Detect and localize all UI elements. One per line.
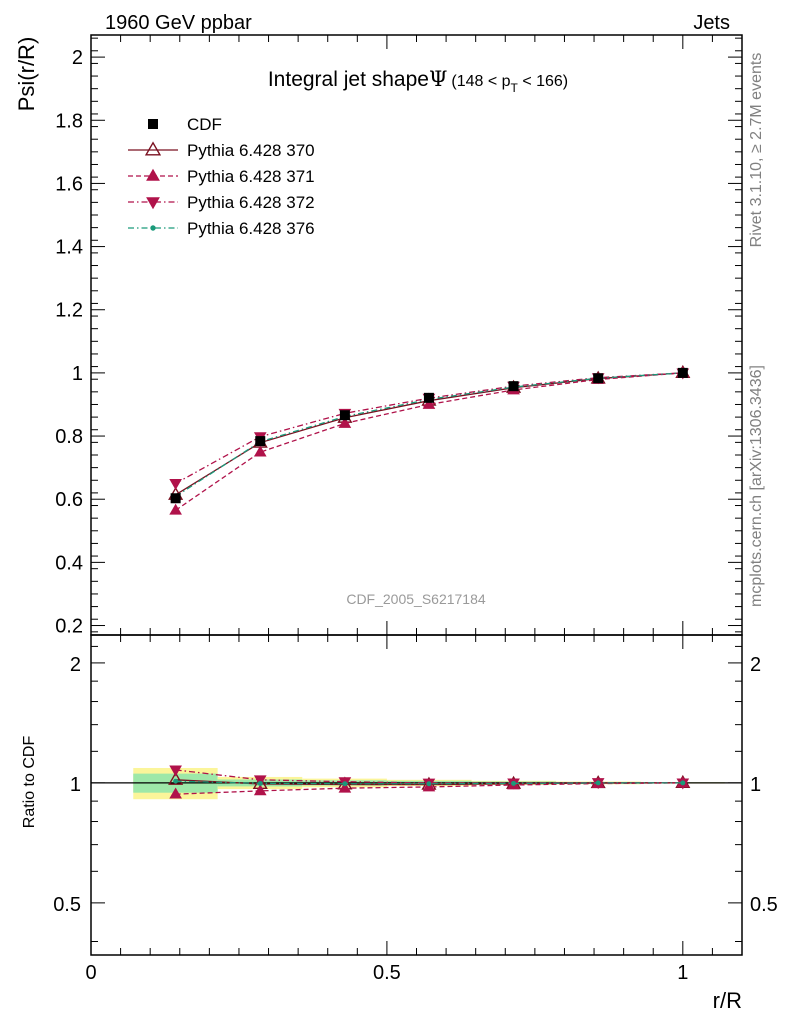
series-line xyxy=(175,372,683,496)
ratio-ytick-label-right: 1 xyxy=(750,774,761,796)
main-panel: 0.2 0.4 0.6 0.8 1 1.2 1.4 1.6 1.8 2 xyxy=(55,34,743,638)
series-pythia-6-428-376 xyxy=(173,370,686,499)
ratio-data-point xyxy=(169,787,182,799)
ratio-data-point xyxy=(257,780,263,786)
legend-entry: Pythia 6.428 372 xyxy=(128,193,315,212)
ratio-data-point xyxy=(173,778,179,784)
legend-entry: Pythia 6.428 371 xyxy=(128,167,315,186)
ratio-series-group xyxy=(168,765,691,799)
ratio-ytick-label: 0.5 xyxy=(53,894,81,916)
main-ytick-label: 1.6 xyxy=(55,173,83,195)
title-range-sub: T xyxy=(511,81,519,95)
legend: CDF Pythia 6.428 370 Pythia 6.428 371 Pythi… xyxy=(128,115,315,238)
data-point xyxy=(253,445,267,457)
data-point xyxy=(677,367,688,378)
legend-label: Pythia 6.428 376 xyxy=(187,219,315,238)
data-point xyxy=(338,416,352,428)
main-ytick-label: 2 xyxy=(72,47,83,69)
ratio-ylabel: Ratio to CDF xyxy=(21,736,38,829)
legend-entry: Pythia 6.428 376 xyxy=(128,219,315,238)
data-point xyxy=(255,436,266,447)
title-range-pre: (148 < p xyxy=(451,73,510,90)
ratio-data-point xyxy=(680,780,686,786)
ratio-data-point xyxy=(169,765,182,777)
ratio-ytick-label-right: 2 xyxy=(750,654,761,676)
mcplots-credit-label: mcplots.cern.ch [arXiv:1306.3436] xyxy=(748,365,765,607)
main-ytick-label: 0.4 xyxy=(55,552,83,574)
ratio-data-point xyxy=(426,781,432,787)
legend-label: Pythia 6.428 371 xyxy=(187,167,315,186)
legend-marker xyxy=(146,197,160,210)
legend-marker xyxy=(150,225,156,231)
ratio-ytick-label-right: 0.5 xyxy=(750,894,778,916)
legend-label: Pythia 6.428 370 xyxy=(187,141,315,160)
ratio-data-point xyxy=(253,775,267,787)
series-line xyxy=(175,372,683,484)
main-ytick-label: 1.4 xyxy=(55,237,83,259)
ratio-data-point xyxy=(168,771,184,785)
data-point xyxy=(423,392,434,403)
header-process-label: Jets xyxy=(693,12,730,34)
legend-entry: Pythia 6.428 370 xyxy=(128,141,315,160)
main-ytick-label: 0.6 xyxy=(55,489,83,511)
main-ytick-label: 1.8 xyxy=(55,110,83,132)
xtick-label: 1 xyxy=(677,962,688,984)
main-series-group xyxy=(168,364,691,515)
xtick-label: 0.5 xyxy=(373,962,401,984)
data-point xyxy=(170,493,181,504)
title-text: Integral jet shape xyxy=(268,68,429,91)
ratio-axis-ticks: 0.5 0.5 1 1 2 2 0 0.5 1 xyxy=(53,635,778,984)
legend-label: Pythia 6.428 372 xyxy=(187,193,315,212)
legend-entry: CDF xyxy=(148,115,222,134)
xtick-label: 0 xyxy=(85,962,96,984)
ratio-series-pythia-6-428-376 xyxy=(173,778,686,787)
data-point xyxy=(169,479,182,491)
legend-marker xyxy=(148,119,158,129)
main-axis-ticks: 0.2 0.4 0.6 0.8 1 1.2 1.4 1.6 1.8 2 xyxy=(55,35,743,638)
title-range-post: < 166) xyxy=(518,73,568,90)
ratio-ytick-label: 1 xyxy=(70,774,81,796)
data-point xyxy=(508,381,519,392)
series-cdf xyxy=(170,367,688,504)
analysis-watermark: CDF_2005_S6217184 xyxy=(346,591,486,607)
title-psi-symbol: Ψ xyxy=(429,67,447,91)
data-point xyxy=(169,503,182,515)
main-ytick-label: 1 xyxy=(72,363,83,385)
series-pythia-6-428-370 xyxy=(168,364,691,500)
series-line xyxy=(175,372,683,497)
main-title: Integral jet shapeΨ (148 < pT < 166) xyxy=(268,67,568,95)
ratio-data-point xyxy=(253,784,267,796)
series-pythia-6-428-371 xyxy=(169,366,690,515)
ratio-data-point xyxy=(342,781,348,787)
ratio-data-point xyxy=(595,780,601,786)
data-point xyxy=(593,373,604,384)
legend-marker xyxy=(146,168,160,181)
main-ylabel: Psi(r/R) xyxy=(14,37,39,112)
main-ytick-label: 1.2 xyxy=(55,300,83,322)
legend-marker xyxy=(144,141,162,156)
main-ytick-label: 0.8 xyxy=(55,426,83,448)
ratio-frame xyxy=(90,634,743,956)
xlabel: r/R xyxy=(713,988,742,1013)
header-energy-label: 1960 GeV ppbar xyxy=(105,12,252,34)
ratio-data-point xyxy=(511,780,517,786)
ratio-ytick-label: 2 xyxy=(70,654,81,676)
data-point xyxy=(339,410,350,421)
main-ytick-label: 0.2 xyxy=(55,616,83,638)
rivet-version-label: Rivet 3.1.10, ≥ 2.7M events xyxy=(748,53,765,248)
legend-label: CDF xyxy=(187,115,222,134)
series-pythia-6-428-372 xyxy=(169,368,690,491)
ratio-panel: 0.5 0.5 1 1 2 2 0 0.5 1 xyxy=(53,634,778,984)
